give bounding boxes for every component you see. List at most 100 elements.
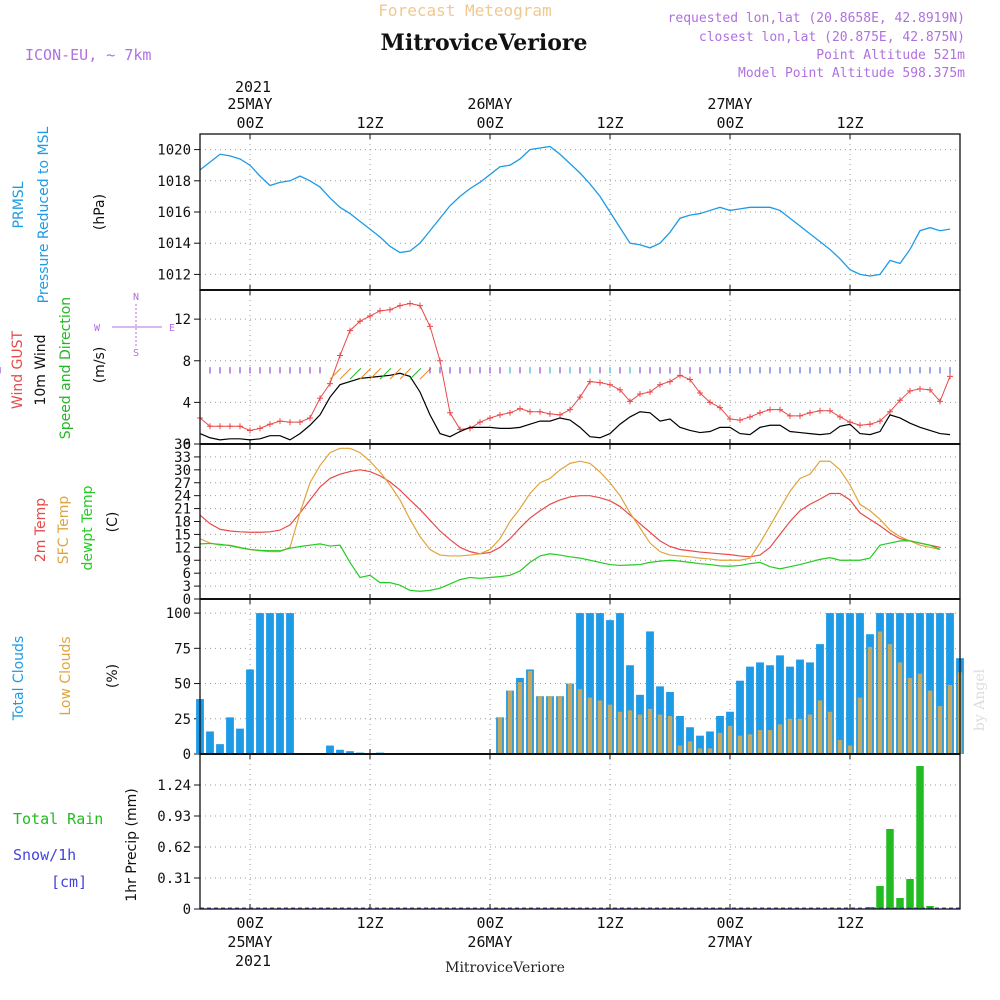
rain-bar — [886, 829, 894, 909]
compass-n: N — [133, 292, 139, 303]
top-hour-label: 12Z — [356, 114, 383, 132]
precipitation-frame — [199, 753, 961, 910]
pressure-line — [199, 145, 951, 277]
wind-gust-marker — [797, 412, 803, 419]
wind-gust-marker — [897, 397, 903, 404]
pressure-msl-label: Pressure Reduced to MSL — [36, 126, 52, 303]
temperature-ytick-label: 27 — [174, 476, 191, 492]
rain-bar — [876, 886, 884, 909]
low-cloud-bar — [597, 700, 603, 754]
wind-gust-marker — [707, 399, 713, 406]
pressure-ytick-label: 1016 — [157, 205, 191, 221]
cloud-unit: (%) — [105, 664, 121, 688]
top-date-label: 27MAY — [707, 95, 752, 113]
wind-ytick-label: 4 — [183, 395, 191, 411]
wind-dir-arrow — [409, 367, 422, 380]
precipitation-ytick-label: 0.62 — [157, 840, 191, 856]
total-cloud-bar — [946, 613, 954, 754]
wind-gust-marker — [617, 386, 623, 393]
low-clouds-label: Low Clouds — [58, 636, 74, 715]
wind-gust-marker — [547, 410, 553, 417]
precip-panel-labels: Total Rain Snow/1h [cm] 1hr Precip (mm) — [13, 788, 140, 901]
top-hour-label: 00Z — [476, 114, 503, 132]
total-cloud-bar — [756, 662, 764, 754]
wind-gust-marker — [427, 323, 433, 330]
wind-gust-marker — [517, 405, 523, 412]
wind-gust-marker — [807, 409, 813, 416]
rain-bar — [896, 898, 904, 909]
low-cloud-bar — [827, 711, 833, 754]
low-cloud-bar — [777, 724, 783, 754]
total-cloud-bar — [336, 749, 344, 754]
wind-dir-arrow — [369, 367, 382, 380]
snow-unit-label: [cm] — [51, 873, 87, 891]
wind-gust-marker — [497, 411, 503, 418]
temp-sfc-line — [199, 447, 941, 561]
low-cloud-bar — [717, 732, 723, 754]
wind-gust-marker — [507, 409, 513, 416]
panels-layer: 1012101410161018102004812036912151821242… — [0, 133, 964, 918]
wind-gust-marker — [437, 357, 443, 364]
wind-gust-marker — [577, 394, 583, 401]
low-cloud-bar — [647, 708, 653, 754]
low-cloud-bar — [657, 714, 663, 754]
precip-unit: 1hr Precip (mm) — [124, 788, 140, 901]
rain-bar — [916, 766, 924, 909]
temperature-ytick-label: 6 — [183, 566, 191, 582]
bottom-hour-label: 12Z — [356, 914, 383, 932]
low-cloud-bar — [497, 717, 503, 754]
pressure-ytick-label: 1018 — [157, 174, 191, 190]
bottom-hour-label: 00Z — [716, 914, 743, 932]
total-cloud-bar — [646, 631, 654, 754]
compass-w: W — [94, 323, 101, 334]
wind-gust-marker — [217, 423, 223, 430]
low-cloud-bar — [907, 677, 913, 754]
low-cloud-bar — [537, 696, 543, 754]
low-cloud-bar — [577, 689, 583, 754]
wind-gust-marker — [597, 379, 603, 386]
wind-gust-marker — [647, 388, 653, 395]
wind-gust-marker — [337, 352, 343, 359]
low-cloud-bar — [837, 739, 843, 754]
wind-gust-marker — [477, 419, 483, 426]
wind-gust-marker — [297, 419, 303, 426]
compass-e: E — [169, 323, 175, 334]
total-cloud-bar — [816, 644, 824, 754]
total-cloud-bar — [286, 613, 294, 754]
clouds-ytick-label: 0 — [183, 747, 191, 763]
wind-gust-marker — [357, 318, 363, 325]
wind-gust-marker — [817, 407, 823, 414]
low-cloud-bar — [687, 741, 693, 754]
wind-gust-marker — [907, 387, 913, 394]
total-cloud-bar — [596, 613, 604, 754]
pressure-ytick-label: 1012 — [157, 267, 191, 283]
temperature-ytick-label: 30 — [174, 463, 191, 479]
wind-gust-marker — [747, 413, 753, 420]
wind-gust-marker — [237, 423, 243, 430]
wind-gust-marker — [227, 423, 233, 430]
wind-dir-arrow — [339, 367, 352, 380]
low-cloud-bar — [707, 748, 713, 754]
total-cloud-bar — [846, 613, 854, 754]
temperature-ytick-label: 3 — [183, 579, 191, 595]
temperature-ytick-label: 15 — [174, 527, 191, 543]
requested-coords: requested lon,lat (20.8658E, 42.8919N) — [668, 11, 965, 26]
station-title: MitroviceVeriore — [381, 30, 588, 56]
wind-panel-labels: Wind GUST 10m Wind Speed and Direction (… — [10, 292, 175, 439]
wind-unit: (m/s) — [92, 347, 108, 384]
top-hour-label: 12Z — [836, 114, 863, 132]
wind-gust-marker — [837, 413, 843, 420]
wind-gust-marker — [557, 411, 563, 418]
bottom-hour-label: 12Z — [836, 914, 863, 932]
low-cloud-bar — [627, 710, 633, 754]
total-cloud-bar — [276, 613, 284, 754]
precipitation-ytick-label: 0.31 — [157, 871, 191, 887]
wind-gust-marker — [277, 418, 283, 425]
wind-gust-marker — [947, 373, 953, 380]
wind-gust-marker — [857, 422, 863, 429]
low-cloud-bar — [567, 683, 573, 754]
wind-gust-marker — [767, 406, 773, 413]
total-cloud-bar — [686, 727, 694, 754]
wind-gust-marker — [727, 416, 733, 423]
point-altitude: Point Altitude 521m — [816, 48, 965, 63]
